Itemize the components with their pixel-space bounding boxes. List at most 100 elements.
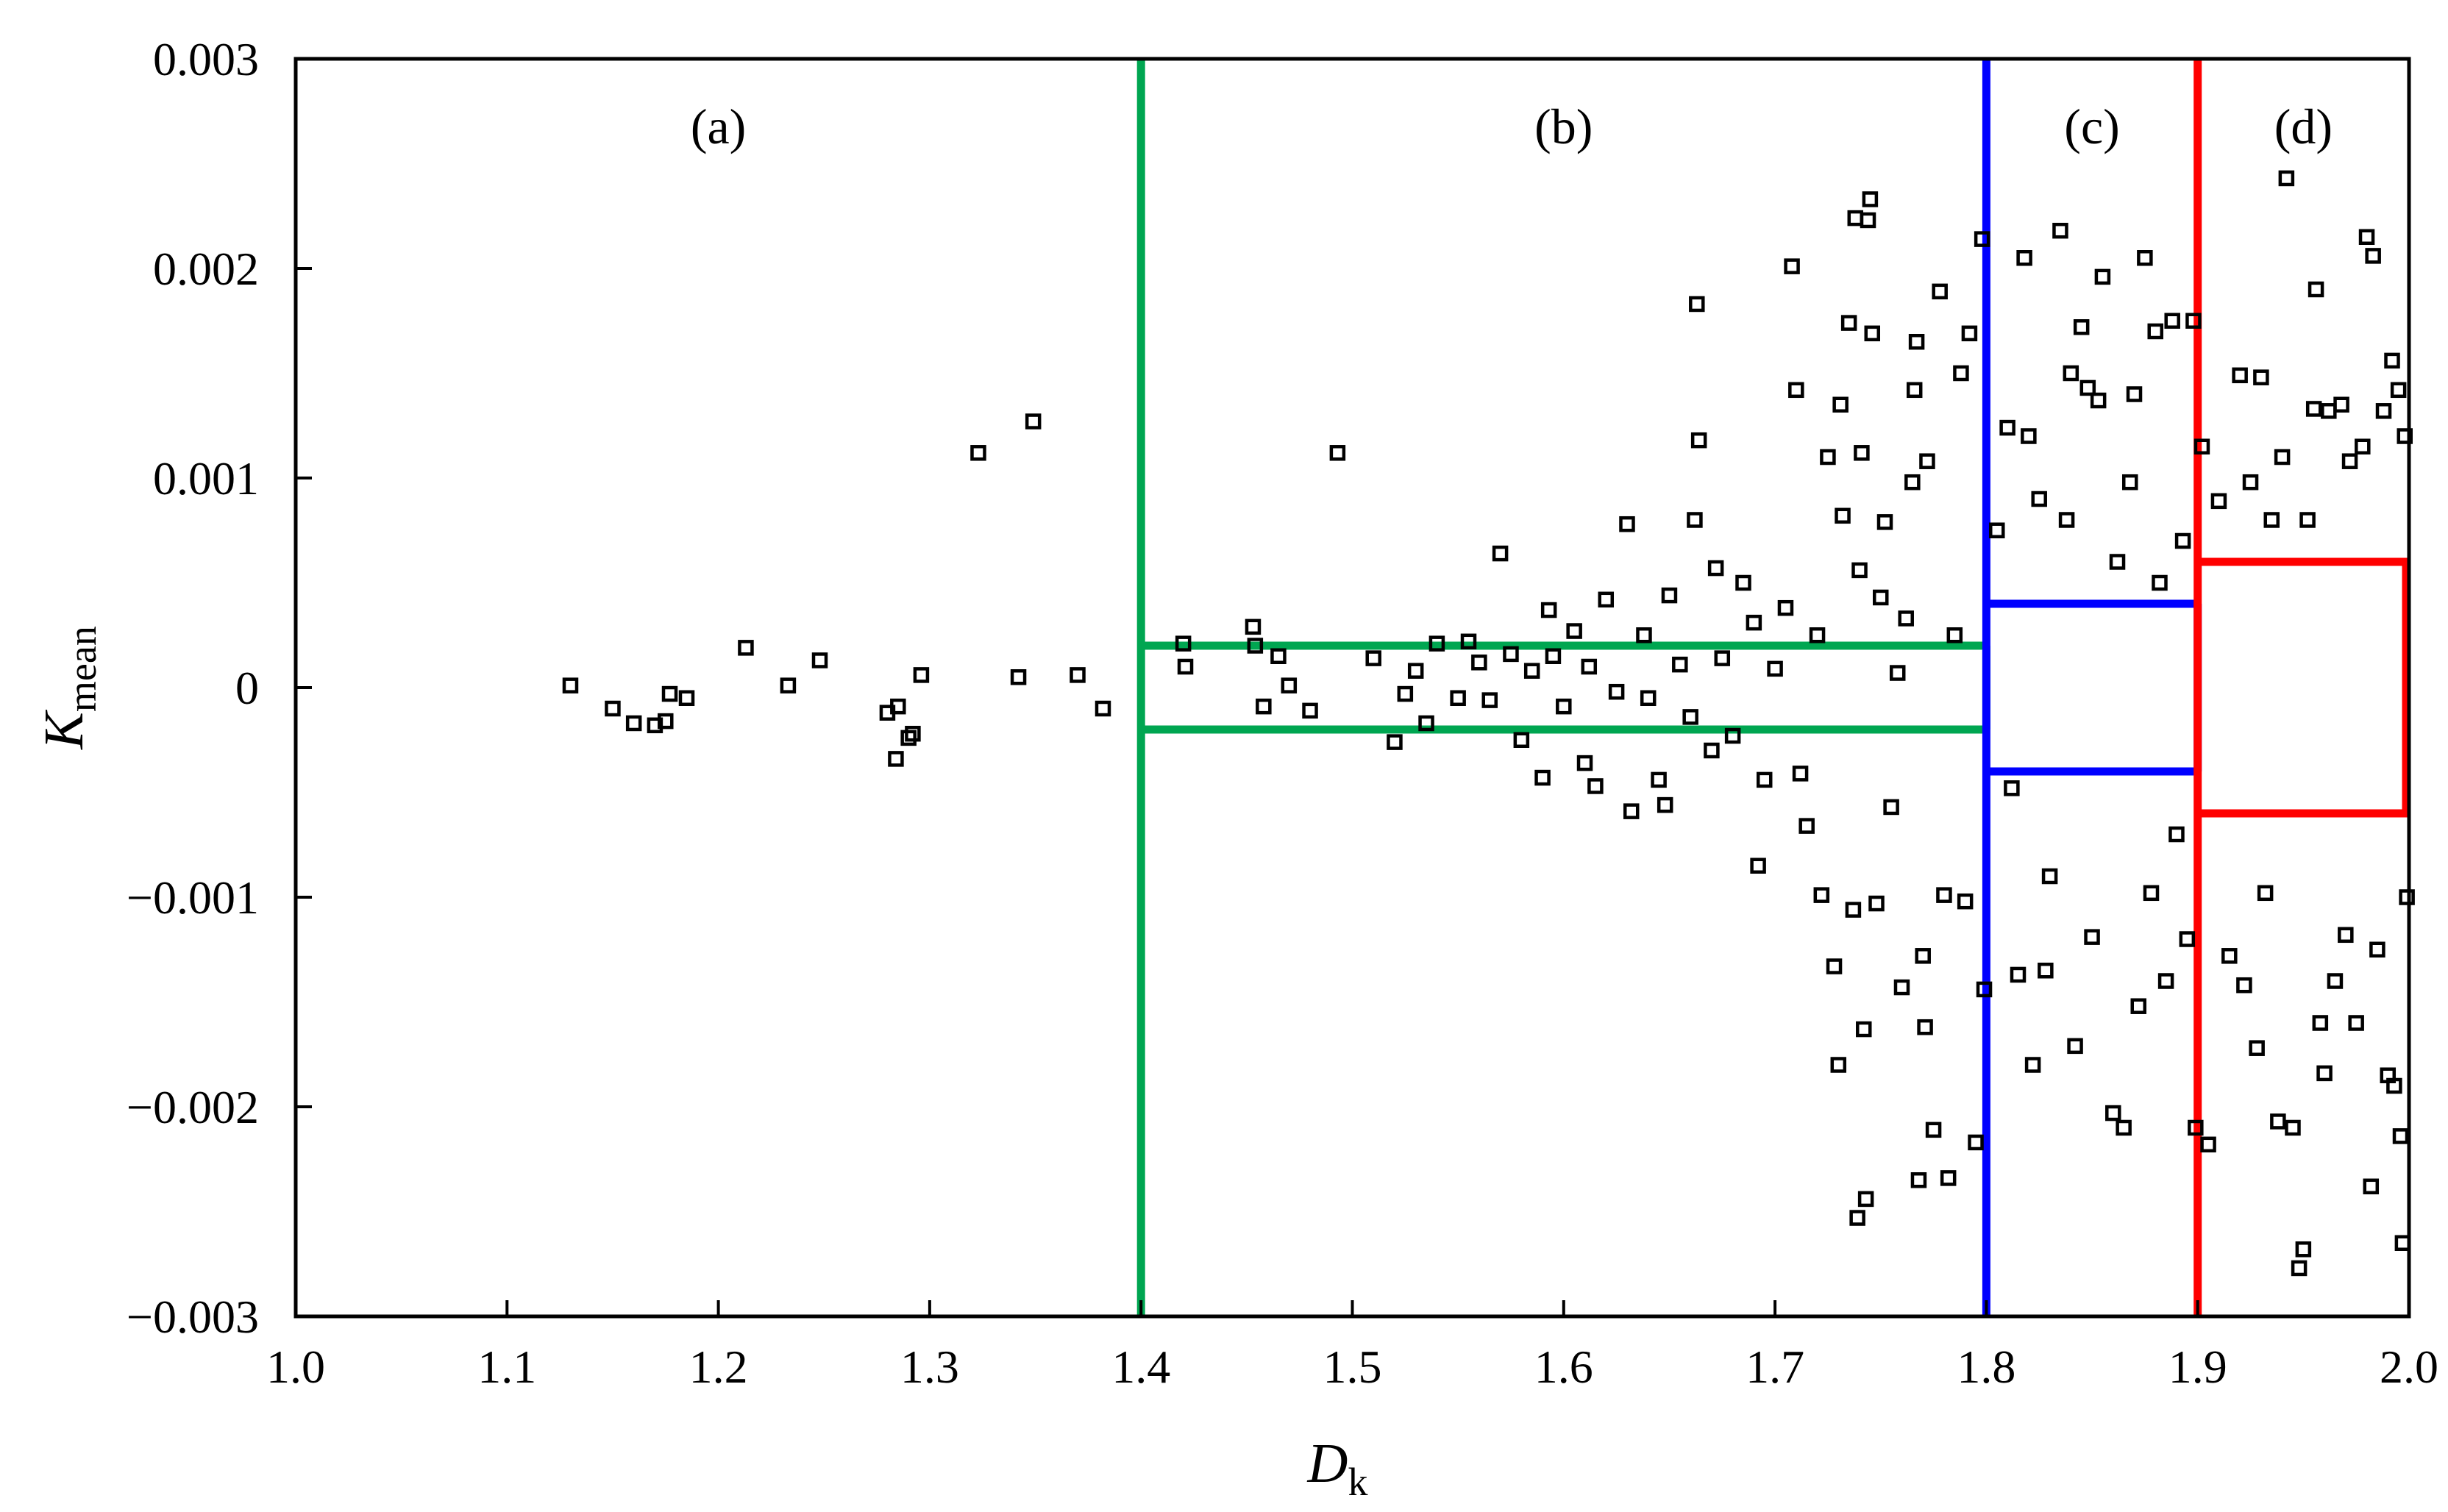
data-point bbox=[1545, 648, 1562, 664]
data-point bbox=[1329, 445, 1346, 461]
data-point bbox=[1876, 514, 1893, 530]
data-point bbox=[2375, 403, 2392, 419]
data-point bbox=[2188, 1119, 2204, 1136]
data-point bbox=[2308, 281, 2324, 298]
data-point bbox=[1566, 623, 1582, 639]
data-point bbox=[1523, 663, 1540, 679]
data-point bbox=[2386, 1077, 2402, 1094]
data-point bbox=[2004, 780, 2020, 796]
data-point bbox=[2263, 512, 2280, 528]
data-point bbox=[1025, 413, 1042, 429]
data-point bbox=[888, 751, 904, 767]
data-point bbox=[1889, 665, 1906, 681]
data-point bbox=[1687, 512, 1703, 528]
data-point bbox=[2305, 401, 2322, 417]
data-point bbox=[2126, 386, 2143, 402]
data-point bbox=[2193, 438, 2210, 454]
data-point bbox=[2363, 1178, 2380, 1195]
region-label: (b) bbox=[1534, 99, 1593, 154]
data-point bbox=[1534, 769, 1551, 786]
data-point bbox=[1946, 627, 1963, 643]
data-point bbox=[2200, 1136, 2216, 1153]
data-point bbox=[2242, 474, 2259, 491]
y-tick-label: −0.001 bbox=[127, 871, 259, 924]
x-tick-label: 1.8 bbox=[1957, 1341, 2015, 1393]
data-point bbox=[1857, 1191, 1874, 1208]
data-point bbox=[2090, 392, 2107, 409]
data-points bbox=[562, 170, 2415, 1277]
data-point bbox=[1689, 296, 1705, 313]
data-point bbox=[1919, 453, 1935, 469]
data-point bbox=[1256, 698, 1272, 715]
data-point bbox=[2210, 493, 2227, 510]
region-label: (d) bbox=[2274, 99, 2333, 154]
data-point bbox=[1724, 727, 1741, 744]
data-point bbox=[905, 725, 921, 742]
data-point bbox=[605, 700, 621, 717]
data-point bbox=[2041, 868, 2058, 885]
x-axis-title-main: D bbox=[1307, 1433, 1348, 1494]
data-point bbox=[2358, 229, 2375, 245]
data-point bbox=[1845, 902, 1862, 918]
y-axis-title-main: K bbox=[33, 710, 95, 750]
data-point bbox=[1460, 633, 1477, 650]
data-point bbox=[625, 715, 642, 732]
data-point bbox=[900, 730, 917, 746]
data-point bbox=[1576, 755, 1593, 771]
data-point bbox=[1873, 589, 1889, 606]
data-point bbox=[2295, 1241, 2312, 1258]
region-label: (a) bbox=[691, 99, 746, 154]
data-point bbox=[2010, 966, 2027, 983]
x-tick-label: 1.9 bbox=[2168, 1341, 2227, 1393]
data-point bbox=[2355, 438, 2371, 454]
data-point bbox=[2221, 948, 2238, 964]
x-tick-label: 1.4 bbox=[1111, 1341, 1170, 1393]
data-point bbox=[1925, 1121, 1942, 1138]
data-point bbox=[1936, 887, 1952, 903]
data-point bbox=[1908, 334, 1925, 350]
data-point bbox=[1932, 283, 1948, 300]
data-point bbox=[1471, 655, 1487, 671]
data-point bbox=[1418, 715, 1434, 732]
data-point bbox=[1270, 648, 1287, 664]
data-point bbox=[1387, 734, 1403, 750]
data-point bbox=[1893, 979, 1910, 996]
data-point bbox=[658, 713, 674, 730]
region-label: (c) bbox=[2064, 99, 2119, 154]
data-point bbox=[1856, 1021, 1872, 1038]
data-point bbox=[1428, 635, 1445, 652]
data-point bbox=[1714, 650, 1731, 666]
data-point bbox=[2316, 1065, 2333, 1082]
data-point bbox=[2079, 379, 2096, 396]
y-axis-title: Kmean bbox=[33, 626, 104, 750]
data-point bbox=[2278, 170, 2295, 187]
y-tick-label: 0 bbox=[235, 662, 259, 714]
data-point bbox=[1840, 315, 1857, 331]
data-point bbox=[738, 640, 754, 656]
data-point bbox=[2270, 1113, 2286, 1130]
data-point bbox=[1849, 1210, 1865, 1226]
data-point bbox=[1968, 1134, 1984, 1151]
data-point bbox=[1898, 610, 1914, 627]
y-axis-title-subscript: mean bbox=[60, 626, 104, 712]
data-point bbox=[678, 690, 695, 706]
data-point bbox=[913, 667, 930, 683]
data-point bbox=[1492, 545, 1509, 562]
data-point bbox=[1974, 231, 1990, 247]
data-point bbox=[2109, 554, 2126, 570]
data-point bbox=[1070, 667, 1086, 683]
data-point bbox=[1953, 365, 1969, 382]
data-point bbox=[1750, 857, 1766, 874]
data-point bbox=[2122, 474, 2138, 491]
x-tick-label: 1.3 bbox=[900, 1341, 959, 1393]
data-point bbox=[1915, 948, 1931, 964]
data-point bbox=[1792, 766, 1809, 782]
data-point bbox=[2147, 323, 2163, 340]
data-point bbox=[2249, 1040, 2265, 1056]
data-point bbox=[2116, 1119, 2132, 1136]
data-point bbox=[2185, 313, 2202, 329]
data-point bbox=[1661, 587, 1678, 604]
data-point bbox=[1862, 191, 1879, 207]
data-point bbox=[1784, 258, 1800, 274]
